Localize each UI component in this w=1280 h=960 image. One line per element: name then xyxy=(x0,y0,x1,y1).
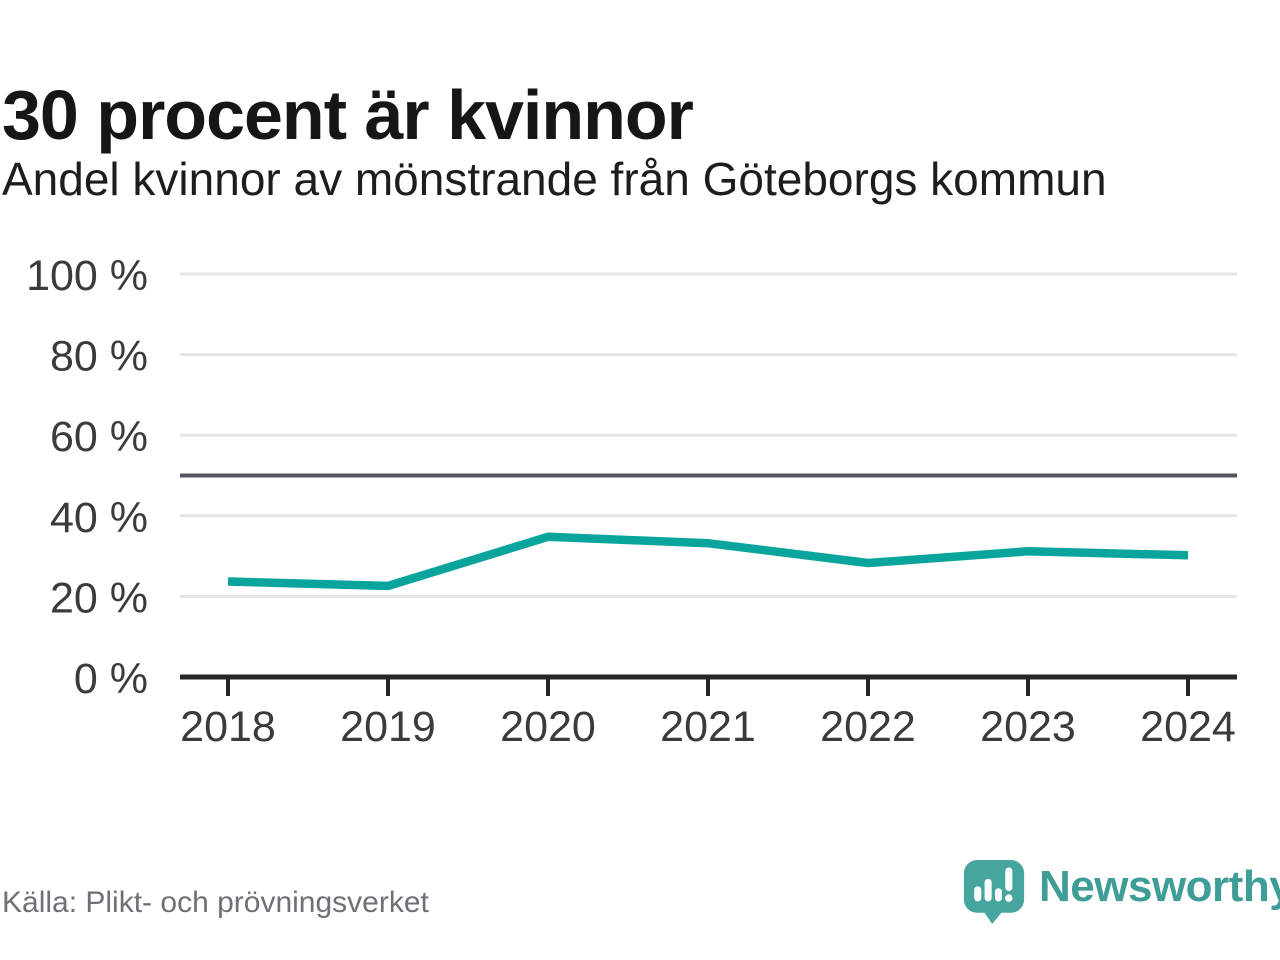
newsworthy-logo-icon xyxy=(963,860,1025,924)
x-tick-label-2022: 2022 xyxy=(820,703,916,751)
newsworthy-brand: Newsworthy xyxy=(963,860,1280,924)
logo-bar-2 xyxy=(984,878,992,902)
data-line-series-0 xyxy=(227,532,1189,591)
source-note: Källa: Plikt- och prövningsverket xyxy=(2,886,429,919)
y-tick-label-100: 100 % xyxy=(26,252,148,300)
x-tick-label-2019: 2019 xyxy=(340,703,436,751)
y-tick-label-40: 40 % xyxy=(50,494,148,542)
y-tick-label-20: 20 % xyxy=(50,574,148,622)
y-tick-label-80: 80 % xyxy=(50,333,148,381)
y-tick-label-0: 0 % xyxy=(74,655,148,703)
y-tick-label-60: 60 % xyxy=(50,413,148,461)
x-tick-label-2020: 2020 xyxy=(500,703,596,751)
logo-bar-3 xyxy=(994,888,1002,902)
x-tick-label-2023: 2023 xyxy=(980,703,1076,751)
x-tick-label-2021: 2021 xyxy=(660,703,756,751)
logo-exclamation-dot xyxy=(1005,894,1013,902)
logo-exclamation-bar xyxy=(1005,867,1013,892)
brand-name: Newsworthy xyxy=(1039,862,1280,911)
x-tick-label-2024: 2024 xyxy=(1140,703,1236,751)
logo-bubble-shape xyxy=(963,860,1025,924)
x-tick-label-2018: 2018 xyxy=(180,703,276,751)
logo-bar-1 xyxy=(974,886,982,902)
chart-subtitle: Andel kvinnor av mönstrande från Götebor… xyxy=(2,153,1107,205)
chart-title: 30 procent är kvinnor xyxy=(2,75,694,154)
